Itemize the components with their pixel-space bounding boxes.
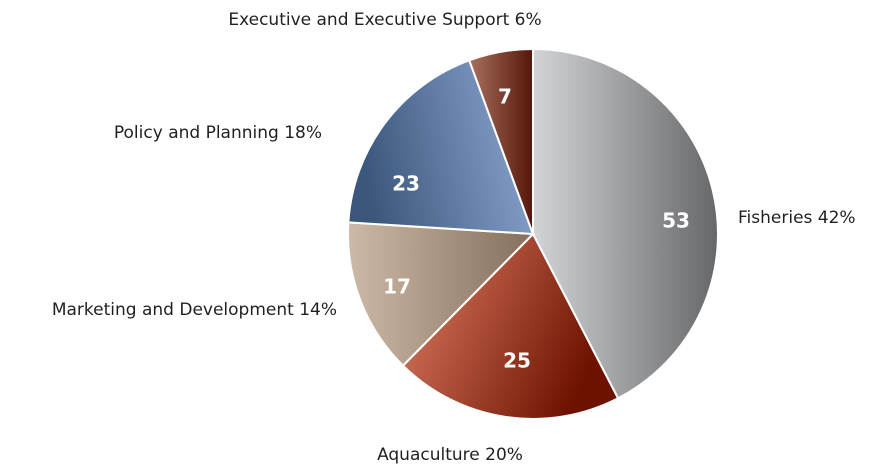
pie-slice [532, 47, 719, 400]
value-label: 7 [498, 85, 512, 109]
slice-label: Fisheries 42% [738, 208, 856, 228]
pie-slice [401, 232, 620, 420]
value-label: 25 [503, 349, 531, 373]
value-label: 23 [392, 172, 420, 196]
pie-slice [347, 59, 535, 236]
pie-slice [347, 221, 536, 368]
pie-slice [467, 47, 534, 235]
value-label: 53 [662, 209, 690, 233]
value-label: 17 [383, 275, 411, 299]
slice-label: Marketing and Development 14% [52, 300, 337, 320]
slice-label: Aquaculture 20% [377, 445, 523, 465]
slice-label: Policy and Planning 18% [114, 123, 322, 143]
slice-label: Executive and Executive Support 6% [228, 10, 541, 30]
